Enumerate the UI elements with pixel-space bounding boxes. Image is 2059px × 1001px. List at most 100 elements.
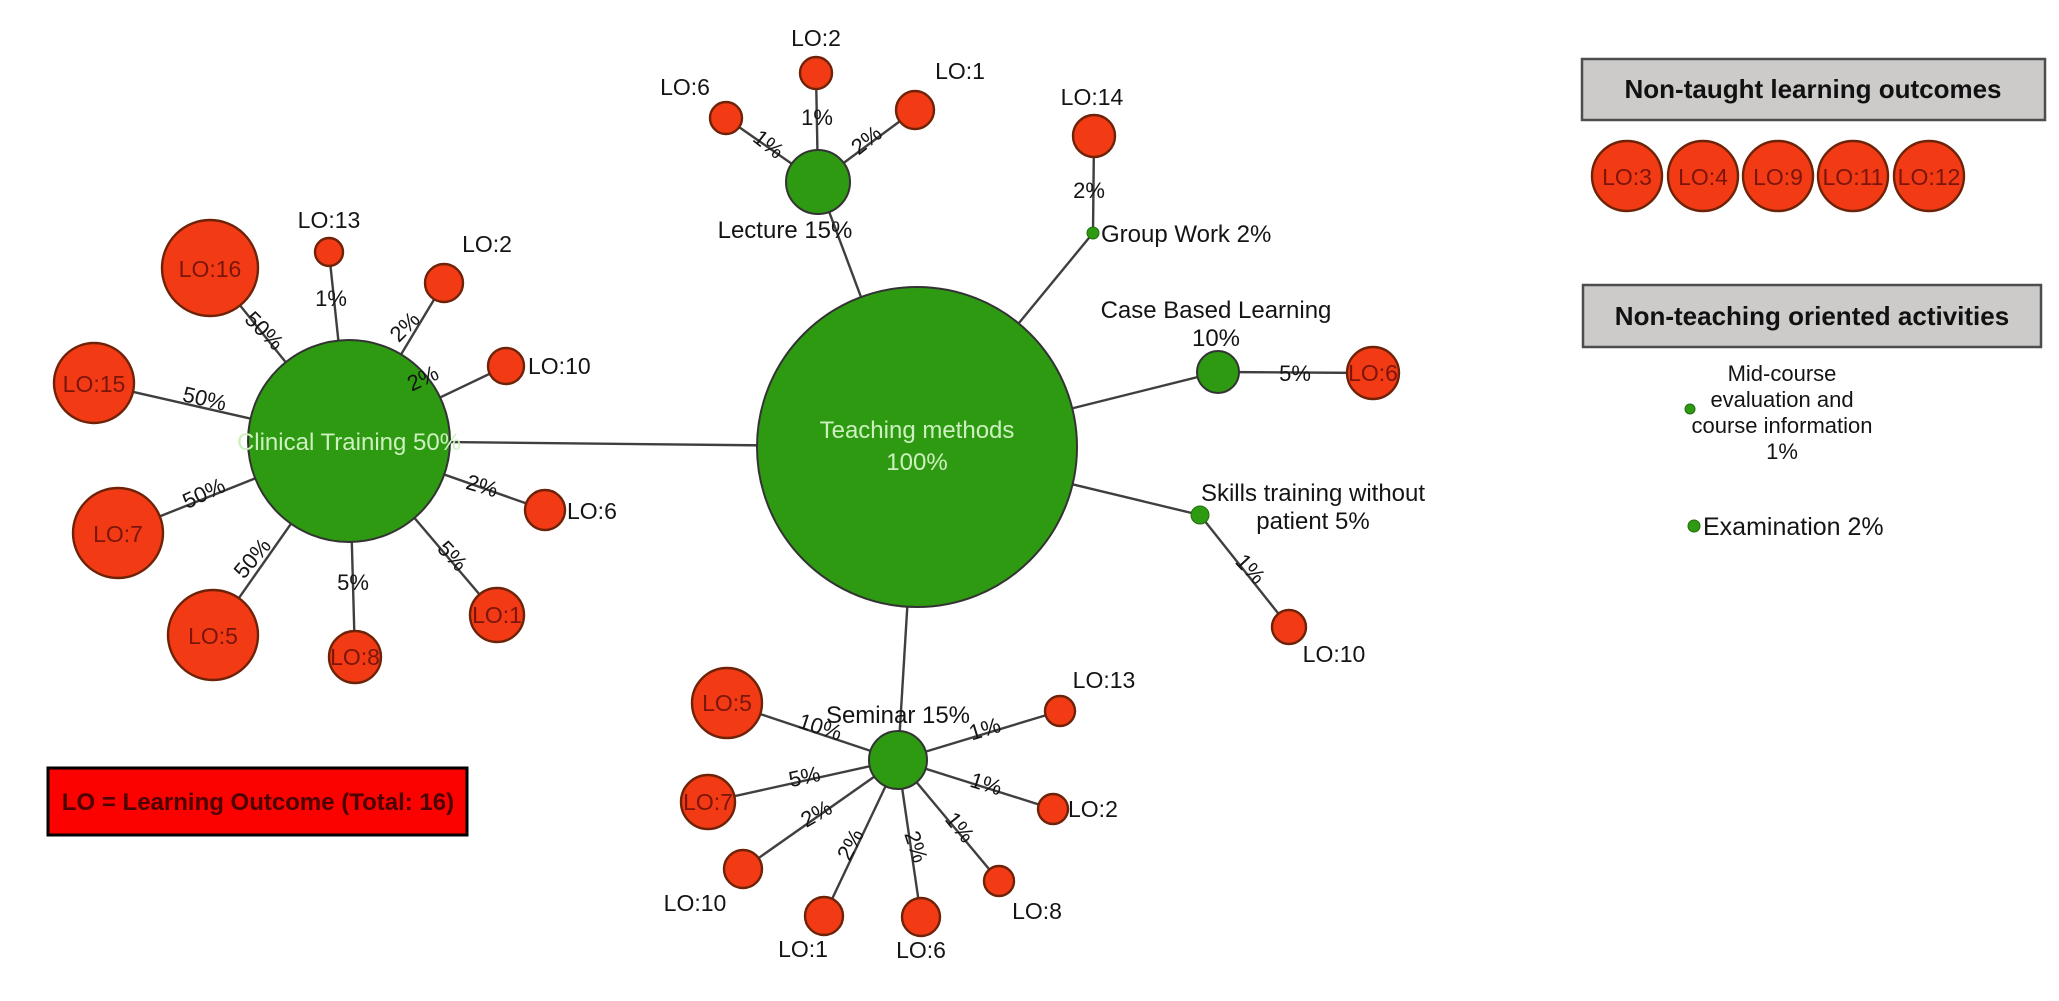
- node-seminar-lo13: [1043, 694, 1077, 728]
- lo-labels-outside: LO:13 LO:2 LO:10 LO:6 LO:6 LO:2 LO:1 LO:…: [298, 25, 1366, 963]
- mid-course-dot: [1684, 403, 1696, 415]
- legend-lo11-circle: [1816, 139, 1890, 213]
- edge-skills-lo10: [1199, 514, 1290, 628]
- case-based-label-line1: Case Based Learning: [1101, 297, 1332, 324]
- skills-label-line1: Skills training without: [1201, 480, 1425, 507]
- seminar-lo10-label: LO:10: [664, 890, 727, 916]
- mid-course-line3: course information: [1692, 413, 1873, 438]
- skills-lo10-label: LO:10: [1303, 641, 1366, 667]
- pct-clinical-lo5: 50%: [229, 533, 276, 583]
- node-seminar-lo5: [690, 666, 764, 740]
- node-seminar-lo6: [900, 896, 942, 938]
- lecture-lo6-label: LO:6: [660, 74, 710, 100]
- pct-clinical-lo13: 1%: [315, 286, 347, 311]
- pct-seminar-lo8: 1%: [940, 807, 979, 847]
- node-seminar-lo1: [803, 895, 845, 937]
- pct-skills-lo10: 1%: [1231, 549, 1271, 589]
- clinical-lo16-label: LO:16: [179, 256, 242, 282]
- lecture-lo2-label: LO:2: [791, 25, 841, 51]
- legend-lo3-circle: [1590, 139, 1664, 213]
- pct-clinical-lo6: 2%: [463, 469, 501, 502]
- note-legend: LO = Learning Outcome (Total: 16): [46, 766, 469, 837]
- examination-dot: [1687, 519, 1701, 533]
- node-case-based-learning: [1196, 350, 1240, 394]
- examination-label: Examination 2%: [1703, 513, 1884, 541]
- non-taught-title-box: [1580, 57, 2047, 122]
- casebased-lo6-label: LO:6: [1348, 360, 1398, 386]
- clinical-lo15-label: LO:15: [63, 371, 126, 397]
- activity-nodes: [247, 149, 1240, 790]
- pct-casebased-lo6: 5%: [1279, 361, 1311, 386]
- note-box: [46, 766, 469, 837]
- pct-seminar-lo6: 2%: [899, 828, 933, 866]
- node-seminar: [868, 730, 928, 790]
- case-based-label-line2: 10%: [1192, 325, 1240, 352]
- legend-non-teaching: Non-teaching oriented activities Mid-cou…: [1581, 283, 2043, 541]
- node-clinical-lo5: [166, 588, 260, 682]
- node-clinical-lo8: [327, 629, 383, 685]
- legend-lo3-label: LO:3: [1602, 164, 1652, 190]
- legend-lo11-label: LO:11: [1823, 164, 1884, 190]
- seminar-lo6-label: LO:6: [896, 937, 946, 963]
- pct-clinical-lo15: 50%: [180, 382, 229, 416]
- pct-groupwork-lo14: 2%: [1073, 178, 1105, 203]
- node-seminar-lo10: [722, 848, 764, 890]
- node-seminar-lo8: [982, 864, 1016, 898]
- lecture-label: Lecture 15%: [718, 217, 853, 244]
- node-labels: Teaching methods 100% Clinical Training …: [237, 217, 1425, 729]
- node-lecture-lo2: [798, 55, 834, 91]
- node-clinical-training: [247, 339, 451, 543]
- node-clinical-lo2: [423, 262, 465, 304]
- teaching-methods-label: Teaching methods: [820, 417, 1015, 444]
- mid-course-line4: 1%: [1766, 439, 1798, 464]
- node-teaching-methods: [756, 286, 1078, 608]
- skills-label-line2: patient 5%: [1256, 508, 1369, 535]
- pct-seminar-lo2: 1%: [967, 767, 1005, 800]
- clinical-lo8-label: LO:8: [330, 644, 380, 670]
- non-taught-title: Non-taught learning outcomes: [1625, 74, 2002, 104]
- clinical-lo10-label: LO:10: [528, 353, 591, 379]
- node-lecture: [785, 149, 851, 215]
- clinical-lo2-label: LO:2: [462, 231, 512, 257]
- legend-lo4-circle: [1666, 139, 1740, 213]
- clinical-lo5-label: LO:5: [188, 623, 238, 649]
- node-groupwork-lo14: [1071, 113, 1117, 159]
- node-clinical-lo16: [160, 218, 260, 318]
- legend-lo12-circle: [1892, 139, 1966, 213]
- node-skills-training-dot: [1190, 505, 1210, 525]
- legend-lo12-label: LO:12: [1898, 164, 1961, 190]
- non-teaching-title: Non-teaching oriented activities: [1615, 301, 2009, 331]
- clinical-lo7-label: LO:7: [93, 521, 143, 547]
- pct-clinical-lo2: 2%: [385, 307, 425, 347]
- pct-seminar-lo13: 1%: [966, 712, 1004, 745]
- lo-labels-inside: LO:16 LO:15 LO:7 LO:5 LO:1 LO:8 LO:6 LO:…: [63, 256, 1398, 815]
- legend-non-taught: Non-taught learning outcomes LO:3 LO:4 L…: [1580, 57, 2047, 213]
- seminar-lo13-label: LO:13: [1073, 667, 1136, 693]
- seminar-lo5-label: LO:5: [702, 690, 752, 716]
- mid-course-line1: Mid-course: [1728, 361, 1837, 386]
- clinical-lo1-label: LO:1: [472, 602, 522, 628]
- node-lecture-lo1: [894, 89, 936, 131]
- node-lecture-lo6: [708, 100, 744, 136]
- pct-clinical-lo8: 5%: [337, 570, 369, 595]
- node-clinical-lo13: [313, 236, 345, 268]
- pct-clinical-lo7: 50%: [179, 473, 229, 514]
- clinical-lo6-label: LO:6: [567, 498, 617, 524]
- edge-seminar-lo7: [707, 758, 899, 804]
- node-clinical-lo10: [486, 346, 526, 386]
- outcome-nodes: [52, 55, 1401, 938]
- seminar-lo1-label: LO:1: [778, 936, 828, 962]
- seminar-lo7-label: LO:7: [683, 789, 733, 815]
- node-clinical-lo1: [468, 586, 526, 644]
- group-work-label: Group Work 2%: [1101, 221, 1271, 248]
- node-clinical-lo7: [71, 486, 165, 580]
- pct-lecture-lo2: 1%: [801, 105, 833, 130]
- pct-lecture-lo1: 2%: [846, 120, 886, 159]
- node-group-work-dot: [1086, 226, 1100, 240]
- node-clinical-lo6: [523, 488, 567, 532]
- teaching-methods-pct: 100%: [886, 449, 947, 476]
- legend-lo4-label: LO:4: [1678, 164, 1728, 190]
- node-seminar-lo2: [1036, 792, 1070, 826]
